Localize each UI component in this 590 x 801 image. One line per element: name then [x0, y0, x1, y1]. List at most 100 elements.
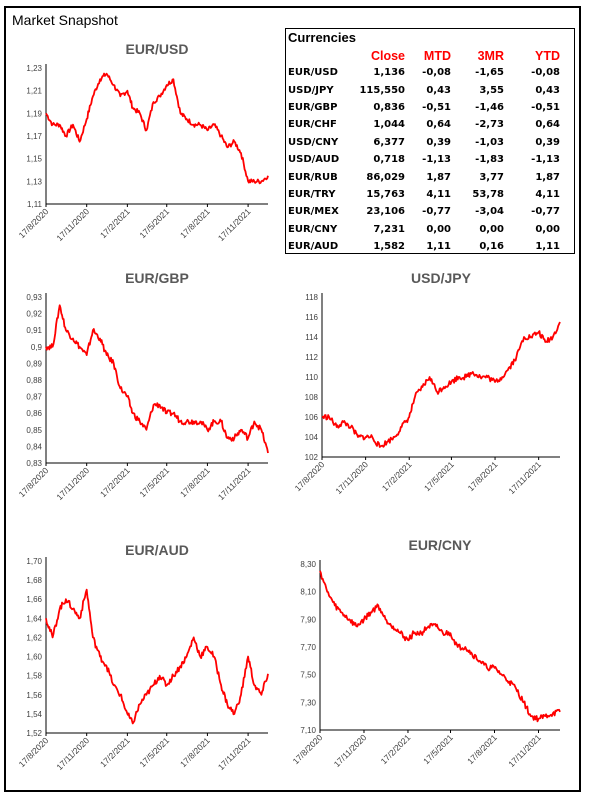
chart-svg: USD/JPY11811611411211010810610410217/8/2…	[293, 270, 561, 496]
currency-row: EUR/GBP 0,836 -0,51 -1,46 -0,51	[286, 99, 560, 116]
cell-3mr: -3,04	[475, 206, 504, 218]
chart-svg: EUR/AUD 1,70 1,68 1,66 1,64 1,62 1,60 1,58 1,56 1…	[17, 542, 269, 772]
cell-pair: EUR/RUB	[288, 171, 338, 183]
cell-ytd: 4,11	[535, 188, 560, 200]
cell-ytd: -0,51	[531, 101, 560, 113]
cell-3mr: -1,65	[475, 67, 504, 79]
cell-mtd: -0,08	[422, 67, 451, 79]
cell-ytd: 0,43	[535, 84, 560, 96]
cell-mtd: 0,00	[426, 223, 451, 235]
x-tick-label: 17/8/2021	[178, 206, 212, 240]
y-tick-label: 116	[305, 313, 318, 322]
x-tick-label: 17/11/2020	[54, 735, 91, 772]
y-tick-label: 1,11	[27, 200, 43, 209]
cell-ytd: -1,13	[531, 154, 560, 166]
y-tick-label: 106	[305, 413, 319, 422]
cell-ytd: 0,00	[535, 223, 560, 235]
x-tick-label: 17/11/2021	[506, 732, 543, 769]
y-tick-label: 0,87	[26, 393, 42, 402]
cell-3mr: -1,46	[475, 101, 504, 113]
y-tick-label: 0,91	[26, 326, 42, 335]
currency-row: EUR/MEX 23,106 -0,77 -3,04 -0,77	[286, 203, 560, 220]
cell-ytd: 1,87	[535, 171, 560, 183]
currency-row: EUR/AUD 1,582 1,11 0,16 1,11	[286, 238, 560, 255]
cell-close: 1,136	[373, 67, 405, 79]
cell-pair: EUR/CHF	[288, 119, 337, 131]
chart-title-eur-cny: EUR/CNY	[408, 537, 472, 553]
y-tick-label: 8,10	[300, 588, 316, 597]
cell-close: 15,763	[366, 188, 405, 200]
cell-pair: USD/CNY	[288, 136, 339, 148]
y-tick-label: 1,15	[26, 155, 42, 164]
x-tick-label: 17/11/2021	[216, 206, 253, 243]
cell-mtd: -1,13	[422, 154, 451, 166]
y-tick-label: 1,58	[26, 672, 42, 681]
chart-eur-usd: EUR/USD 1,23 1,21 1,19 1,17 1,15 1,13 1,11 17/8/…	[10, 34, 278, 254]
cell-3mr: 53,78	[472, 188, 504, 200]
cell-ytd: -0,77	[531, 206, 560, 218]
y-tick-label: 1,64	[26, 614, 42, 623]
header-ytd: YTD	[535, 48, 560, 63]
y-tick-label: 0,93	[26, 293, 42, 302]
cell-close: 1,582	[373, 241, 405, 253]
cell-close: 0,718	[373, 154, 405, 166]
currency-row: EUR/USD 1,136 -0,08 -1,65 -0,08	[286, 64, 560, 81]
currency-row: EUR/TRY 15,763 4,11 53,78 4,11	[286, 186, 560, 203]
chart-svg: EUR/USD1,231,211,191,171,151,131,1117/8/…	[17, 41, 269, 243]
cell-close: 7,231	[373, 223, 405, 235]
cell-3mr: 3,55	[479, 84, 504, 96]
y-tick-label: 110	[305, 373, 318, 382]
cell-3mr: 0,16	[479, 241, 504, 253]
currencies-table: Close MTD 3MR YTD EUR/USD 1,136 -0,08 -1,65…	[286, 47, 560, 255]
chart-eur-aud: EUR/AUD 1,70 1,68 1,66 1,64 1,62 1,60 1,58 1,56 1…	[10, 535, 278, 790]
cell-mtd: -0,51	[422, 101, 451, 113]
cell-pair: EUR/USD	[288, 67, 338, 79]
cell-ytd: -0,08	[531, 67, 560, 79]
x-tick-label: 17/8/2020	[293, 459, 327, 493]
y-tick-label: 1,17	[26, 132, 42, 141]
x-tick-label: 17/8/2021	[465, 732, 499, 766]
cell-ytd: 1,11	[535, 241, 560, 253]
cell-pair: USD/AUD	[288, 154, 340, 166]
series-line-eur-aud	[45, 588, 269, 725]
cell-pair: EUR/TRY	[288, 188, 336, 200]
y-tick-label: 1,52	[26, 729, 42, 738]
cell-close: 6,377	[373, 136, 405, 148]
x-tick-label: 17/5/2021	[137, 735, 171, 769]
y-tick-label: 0,86	[26, 409, 42, 418]
chart-eur-gbp: EUR/GBP 0,93 0,92 0,91 0,9 0,89 0,88 0,87 0,86 0,…	[10, 263, 278, 516]
cell-3mr: 0,00	[479, 223, 504, 235]
x-tick-label: 17/8/2021	[178, 465, 212, 499]
cell-close: 0,836	[373, 101, 405, 113]
chart-svg: EUR/GBP 0,93 0,92 0,91 0,9 0,89 0,88 0,87 0,86 0,…	[17, 270, 269, 502]
currencies-header-row: Close MTD 3MR YTD	[286, 47, 560, 64]
x-tick-label: 17/2/2021	[379, 732, 413, 766]
currency-row: EUR/CNY 7,231 0,00 0,00 0,00	[286, 221, 560, 238]
x-tick-label: 17/2/2021	[98, 206, 132, 240]
x-tick-label: 17/5/2021	[421, 732, 455, 766]
x-tick-label: 17/8/2020	[17, 206, 51, 240]
y-tick-label: 1,68	[26, 576, 42, 585]
cell-mtd: 1,87	[426, 171, 451, 183]
cell-pair: EUR/AUD	[288, 241, 339, 253]
y-tick-label: 7,70	[300, 643, 316, 652]
x-tick-label: 17/5/2021	[137, 465, 171, 499]
page-title: Market Snapshot	[12, 12, 118, 28]
y-tick-label: 1,13	[26, 177, 42, 186]
cell-mtd: 4,11	[426, 188, 451, 200]
series-line-usd-jpy	[321, 321, 561, 448]
y-tick-label: 7,10	[300, 726, 316, 735]
cell-mtd: 0,64	[426, 119, 451, 131]
y-tick-label: 0,88	[26, 376, 42, 385]
y-tick-label: 8,30	[300, 560, 316, 569]
y-tick-label: 0,83	[26, 459, 42, 468]
y-tick-label: 102	[305, 453, 319, 462]
currencies-table-panel: Currencies Close MTD 3MR YTD EUR/USD 1,13…	[285, 28, 575, 254]
x-tick-label: 17/2/2021	[98, 735, 132, 769]
y-tick-label: 0,92	[26, 310, 42, 319]
series-line-eur-usd	[45, 72, 269, 185]
x-tick-label: 17/2/2021	[380, 459, 414, 493]
x-tick-label: 17/11/2020	[54, 206, 91, 243]
currency-row: EUR/CHF 1,044 0,64 -2,73 0,64	[286, 116, 560, 133]
header-mtd: MTD	[423, 48, 451, 63]
